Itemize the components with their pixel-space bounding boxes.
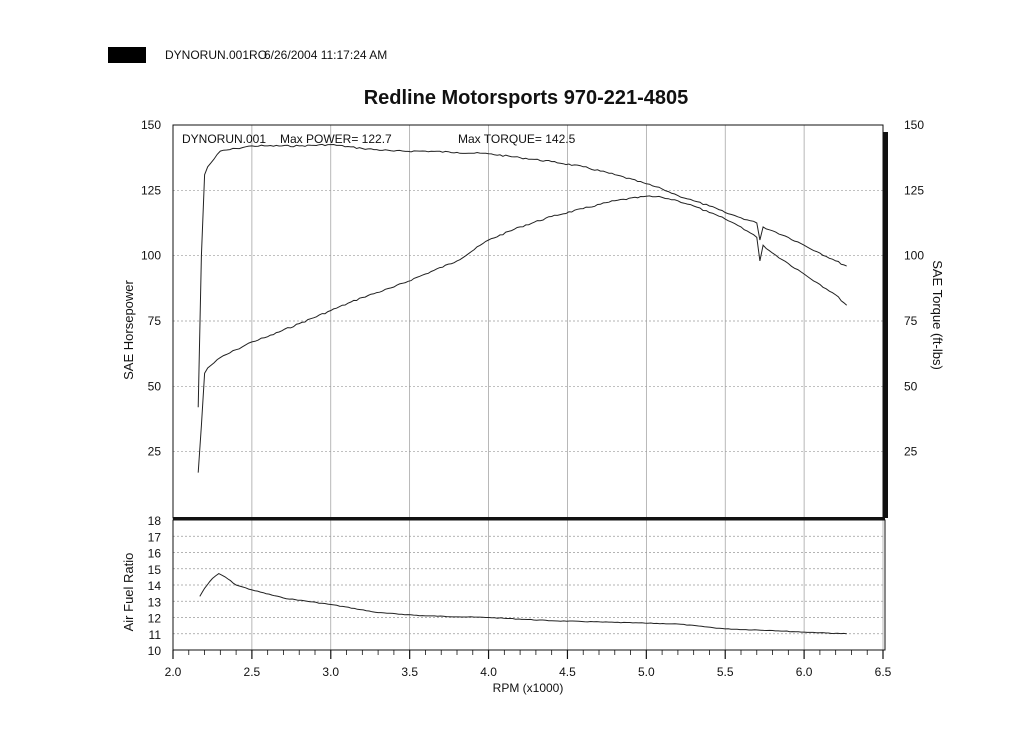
- left-y-tick-label: 150: [141, 118, 161, 132]
- afr-y-tick-label: 13: [148, 595, 162, 609]
- right-y-tick-label: 125: [904, 183, 924, 197]
- x-tick-label: 3.5: [401, 665, 418, 679]
- right-axis-bar: [883, 132, 888, 518]
- horsepower-line: [197, 195, 848, 473]
- left-y-tick-label: 75: [148, 314, 162, 328]
- torque-line: [197, 143, 847, 408]
- panel-divider: [173, 517, 885, 520]
- afr-y-tick-label: 10: [148, 644, 162, 658]
- file-label: DYNORUN.001RO: [165, 48, 267, 62]
- left-y-axis-label: SAE Horsepower: [121, 279, 136, 379]
- afr-y-tick-label: 15: [148, 563, 162, 577]
- afr-y-tick-label: 18: [148, 514, 162, 528]
- afr-y-tick-labels: 10 11 12 13 14 15 16 17 18: [148, 514, 162, 658]
- x-tick-label: 6.5: [875, 665, 892, 679]
- legend-max-power: Max POWER= 122.7: [280, 132, 392, 146]
- x-tick-label: 5.5: [717, 665, 734, 679]
- x-tick-label: 4.0: [480, 665, 497, 679]
- x-axis: 2.0 2.5 3.0 3.5 4.0 4.5 5.0 5.5 6.0 6.5: [165, 649, 892, 679]
- x-tick-label: 2.5: [244, 665, 261, 679]
- x-tick-label: 2.0: [165, 665, 182, 679]
- x-tick-label: 6.0: [796, 665, 813, 679]
- left-y-tick-labels: 25 50 75 100 125 150: [141, 118, 161, 459]
- afr-y-tick-label: 14: [148, 579, 162, 593]
- x-tick-label: 4.5: [559, 665, 576, 679]
- x-tick-label: 5.0: [638, 665, 655, 679]
- right-y-tick-label: 50: [904, 379, 918, 393]
- right-y-tick-label: 100: [904, 249, 924, 263]
- legend-max-torque: Max TORQUE= 142.5: [458, 132, 576, 146]
- header-black-block: [108, 47, 146, 63]
- afr-y-axis-label: Air Fuel Ratio: [121, 553, 136, 632]
- main-series-group: [197, 143, 848, 473]
- afr-y-tick-label: 16: [148, 547, 162, 561]
- right-y-axis-label: SAE Torque (ft-lbs): [930, 260, 945, 370]
- afr-y-tick-label: 12: [148, 612, 162, 626]
- x-tick-label: 3.0: [322, 665, 339, 679]
- x-axis-label: RPM (x1000): [493, 681, 564, 695]
- afr-y-tick-label: 17: [148, 530, 162, 544]
- left-y-tick-label: 125: [141, 183, 161, 197]
- afr-panel: 10 11 12 13 14 15 16 17 18 Air Fuel Ratio: [121, 514, 886, 658]
- right-y-tick-label: 75: [904, 314, 918, 328]
- main-plot-frame: [172, 124, 884, 519]
- left-y-tick-label: 50: [148, 379, 162, 393]
- left-y-tick-label: 25: [148, 445, 162, 459]
- main-grid: [172, 124, 884, 517]
- left-y-tick-label: 100: [141, 249, 161, 263]
- afr-y-tick-label: 11: [149, 628, 162, 642]
- afr-series-group: [199, 573, 847, 635]
- run-datetime: 6/26/2004 11:17:24 AM: [264, 48, 387, 62]
- right-y-tick-labels: 25 50 75 100 125 150: [904, 118, 924, 459]
- main-panel: 25 50 75 100 125 150 25 50 75 100 125 150 DYNORUN.…: [121, 118, 945, 519]
- right-y-tick-label: 25: [904, 445, 918, 459]
- right-y-tick-label: 150: [904, 118, 924, 132]
- chart-title: Redline Motorsports 970-221-4805: [364, 87, 689, 109]
- air-fuel-ratio-line: [199, 573, 847, 635]
- legend-run-name: DYNORUN.001: [182, 132, 266, 146]
